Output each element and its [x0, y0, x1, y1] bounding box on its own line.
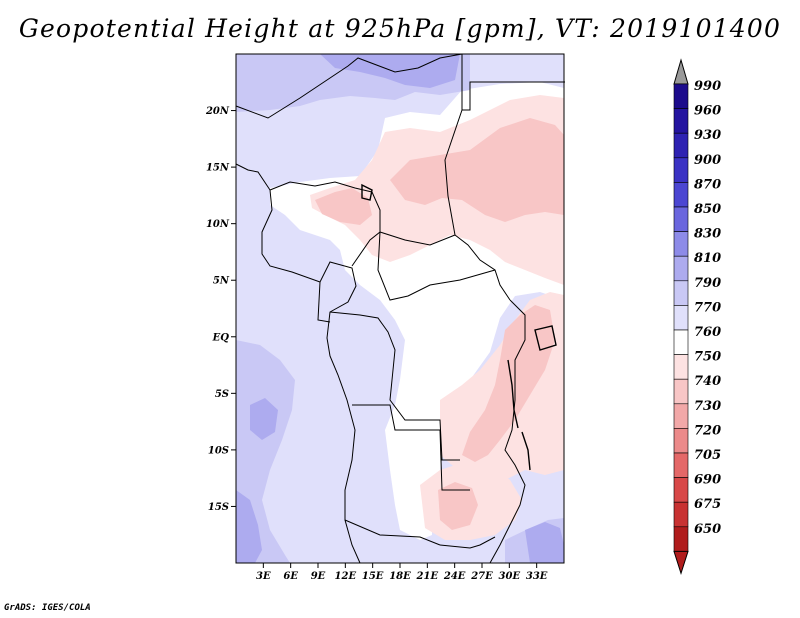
lon-tick-label: 33E: [526, 571, 548, 582]
lakes: [361, 183, 557, 471]
map-title: Geopotential Height at 925hPa [gpm], VT:…: [18, 14, 782, 43]
lat-tick-label: 15N: [206, 163, 230, 174]
lat-tick-label: 10S: [208, 445, 229, 456]
lake-chad: [361, 183, 373, 201]
lat-tick-label: 20N: [205, 106, 230, 117]
colorbar-segment: [673, 329, 689, 355]
contour-pink-sahel: [390, 118, 564, 222]
east-africa-borders: [489, 299, 526, 564]
colorbar-label: 770: [694, 300, 721, 315]
colorbar-segment: [673, 403, 689, 429]
colorbar-segment: [673, 206, 689, 232]
car-border: [377, 231, 496, 301]
colorbar-label: 690: [694, 473, 721, 488]
angola-border: [344, 404, 470, 546]
colorbar-label: 750: [694, 350, 721, 365]
colorbar-label: 830: [694, 227, 721, 242]
colorbar-segment: [673, 83, 689, 109]
colorbar-label: 870: [694, 177, 721, 192]
colorbar-label: 790: [694, 276, 721, 291]
colorbar: 990 960 930 900 870 850 830 810 790 770 760 750 740 7…: [673, 58, 721, 576]
colorbar-label: 740: [694, 374, 721, 389]
congo-border: [329, 311, 460, 461]
colorbar-segment: [673, 157, 689, 183]
contour-violet-se: [525, 522, 564, 563]
colorbar-segment: [673, 452, 689, 478]
lon-tick-label: 6E: [283, 571, 298, 582]
longitude-axis: 3E 6E 9E 12E 15E 18E 21E 24E 27E 30E 33E: [256, 563, 548, 582]
colorbar-label: 990: [694, 79, 721, 94]
colorbar-segment: [673, 354, 689, 380]
colorbar-label: 705: [694, 448, 721, 463]
lon-tick-label: 3E: [256, 571, 271, 582]
latitude-axis: 20N 15N 10N 5N EQ 5S 10S 15S: [205, 106, 236, 513]
colorbar-segment: [673, 108, 689, 134]
lon-tick-label: 18E: [389, 571, 411, 582]
colorbar-label: 720: [694, 423, 721, 438]
lon-tick-label: 12E: [335, 571, 357, 582]
gulf-border: [317, 281, 331, 323]
political-boundaries: [235, 53, 565, 564]
colorbar-label: 810: [694, 251, 721, 266]
lon-tick-label: 9E: [311, 571, 326, 582]
lake-malawi: [521, 431, 531, 471]
colorbar-segment: [673, 280, 689, 306]
lat-tick-label: 15S: [208, 502, 229, 513]
colorbar-segment: [673, 378, 689, 405]
lon-tick-label: 30E: [499, 571, 521, 582]
colorbar-segment: [673, 305, 689, 331]
lon-tick-label: 24E: [443, 571, 466, 582]
chad-sudan-border: [444, 109, 511, 301]
contour-violet-atlantic: [250, 398, 278, 440]
colorbar-label: 960: [694, 104, 721, 119]
colorbar-label: 650: [694, 522, 721, 537]
colorbar-segment: [673, 428, 689, 454]
contour-pink-zambia: [438, 482, 478, 530]
map-panel: [235, 53, 565, 564]
lat-tick-label: EQ: [212, 332, 230, 343]
lon-tick-label: 21E: [416, 571, 439, 582]
lake-tanganyika: [507, 359, 519, 429]
south-boundary: [439, 536, 496, 549]
lat-tick-label: 5S: [215, 389, 229, 400]
sahara-borders: [235, 53, 463, 119]
contour-violet-south: [236, 490, 262, 563]
contour-pink-sahel-west: [315, 188, 372, 225]
colorbar-label: 760: [694, 325, 721, 340]
colorbar-label: 850: [694, 202, 721, 217]
lon-tick-label: 27E: [470, 571, 493, 582]
colorbar-segment: [673, 477, 689, 503]
lon-tick-label: 15E: [362, 571, 384, 582]
colorbar-label: 730: [694, 399, 721, 414]
colorbar-top-arrow: [673, 58, 689, 85]
niger-nigeria-border: [269, 181, 373, 193]
lat-tick-label: 5N: [213, 276, 230, 287]
colorbar-segment: [673, 132, 689, 159]
colorbar-bottom-arrow: [673, 550, 689, 576]
colorbar-segment: [673, 231, 689, 257]
west-africa-coastline: [235, 163, 361, 564]
colorbar-label: 930: [694, 128, 721, 143]
lat-tick-label: 10N: [206, 219, 230, 230]
lake-victoria: [534, 325, 557, 351]
grads-credit: GrADS: IGES/COLA: [4, 603, 91, 613]
contour-violet-north: [320, 54, 460, 88]
colorbar-segment: [673, 501, 689, 528]
colorbar-label: 900: [694, 153, 721, 168]
colorbar-label: 675: [694, 497, 721, 512]
libya-egypt-border: [461, 54, 565, 111]
colorbar-segment: [673, 526, 689, 552]
colorbar-segment: [673, 182, 689, 208]
contour-pink-rift: [462, 305, 555, 462]
colorbar-segment: [673, 255, 689, 282]
